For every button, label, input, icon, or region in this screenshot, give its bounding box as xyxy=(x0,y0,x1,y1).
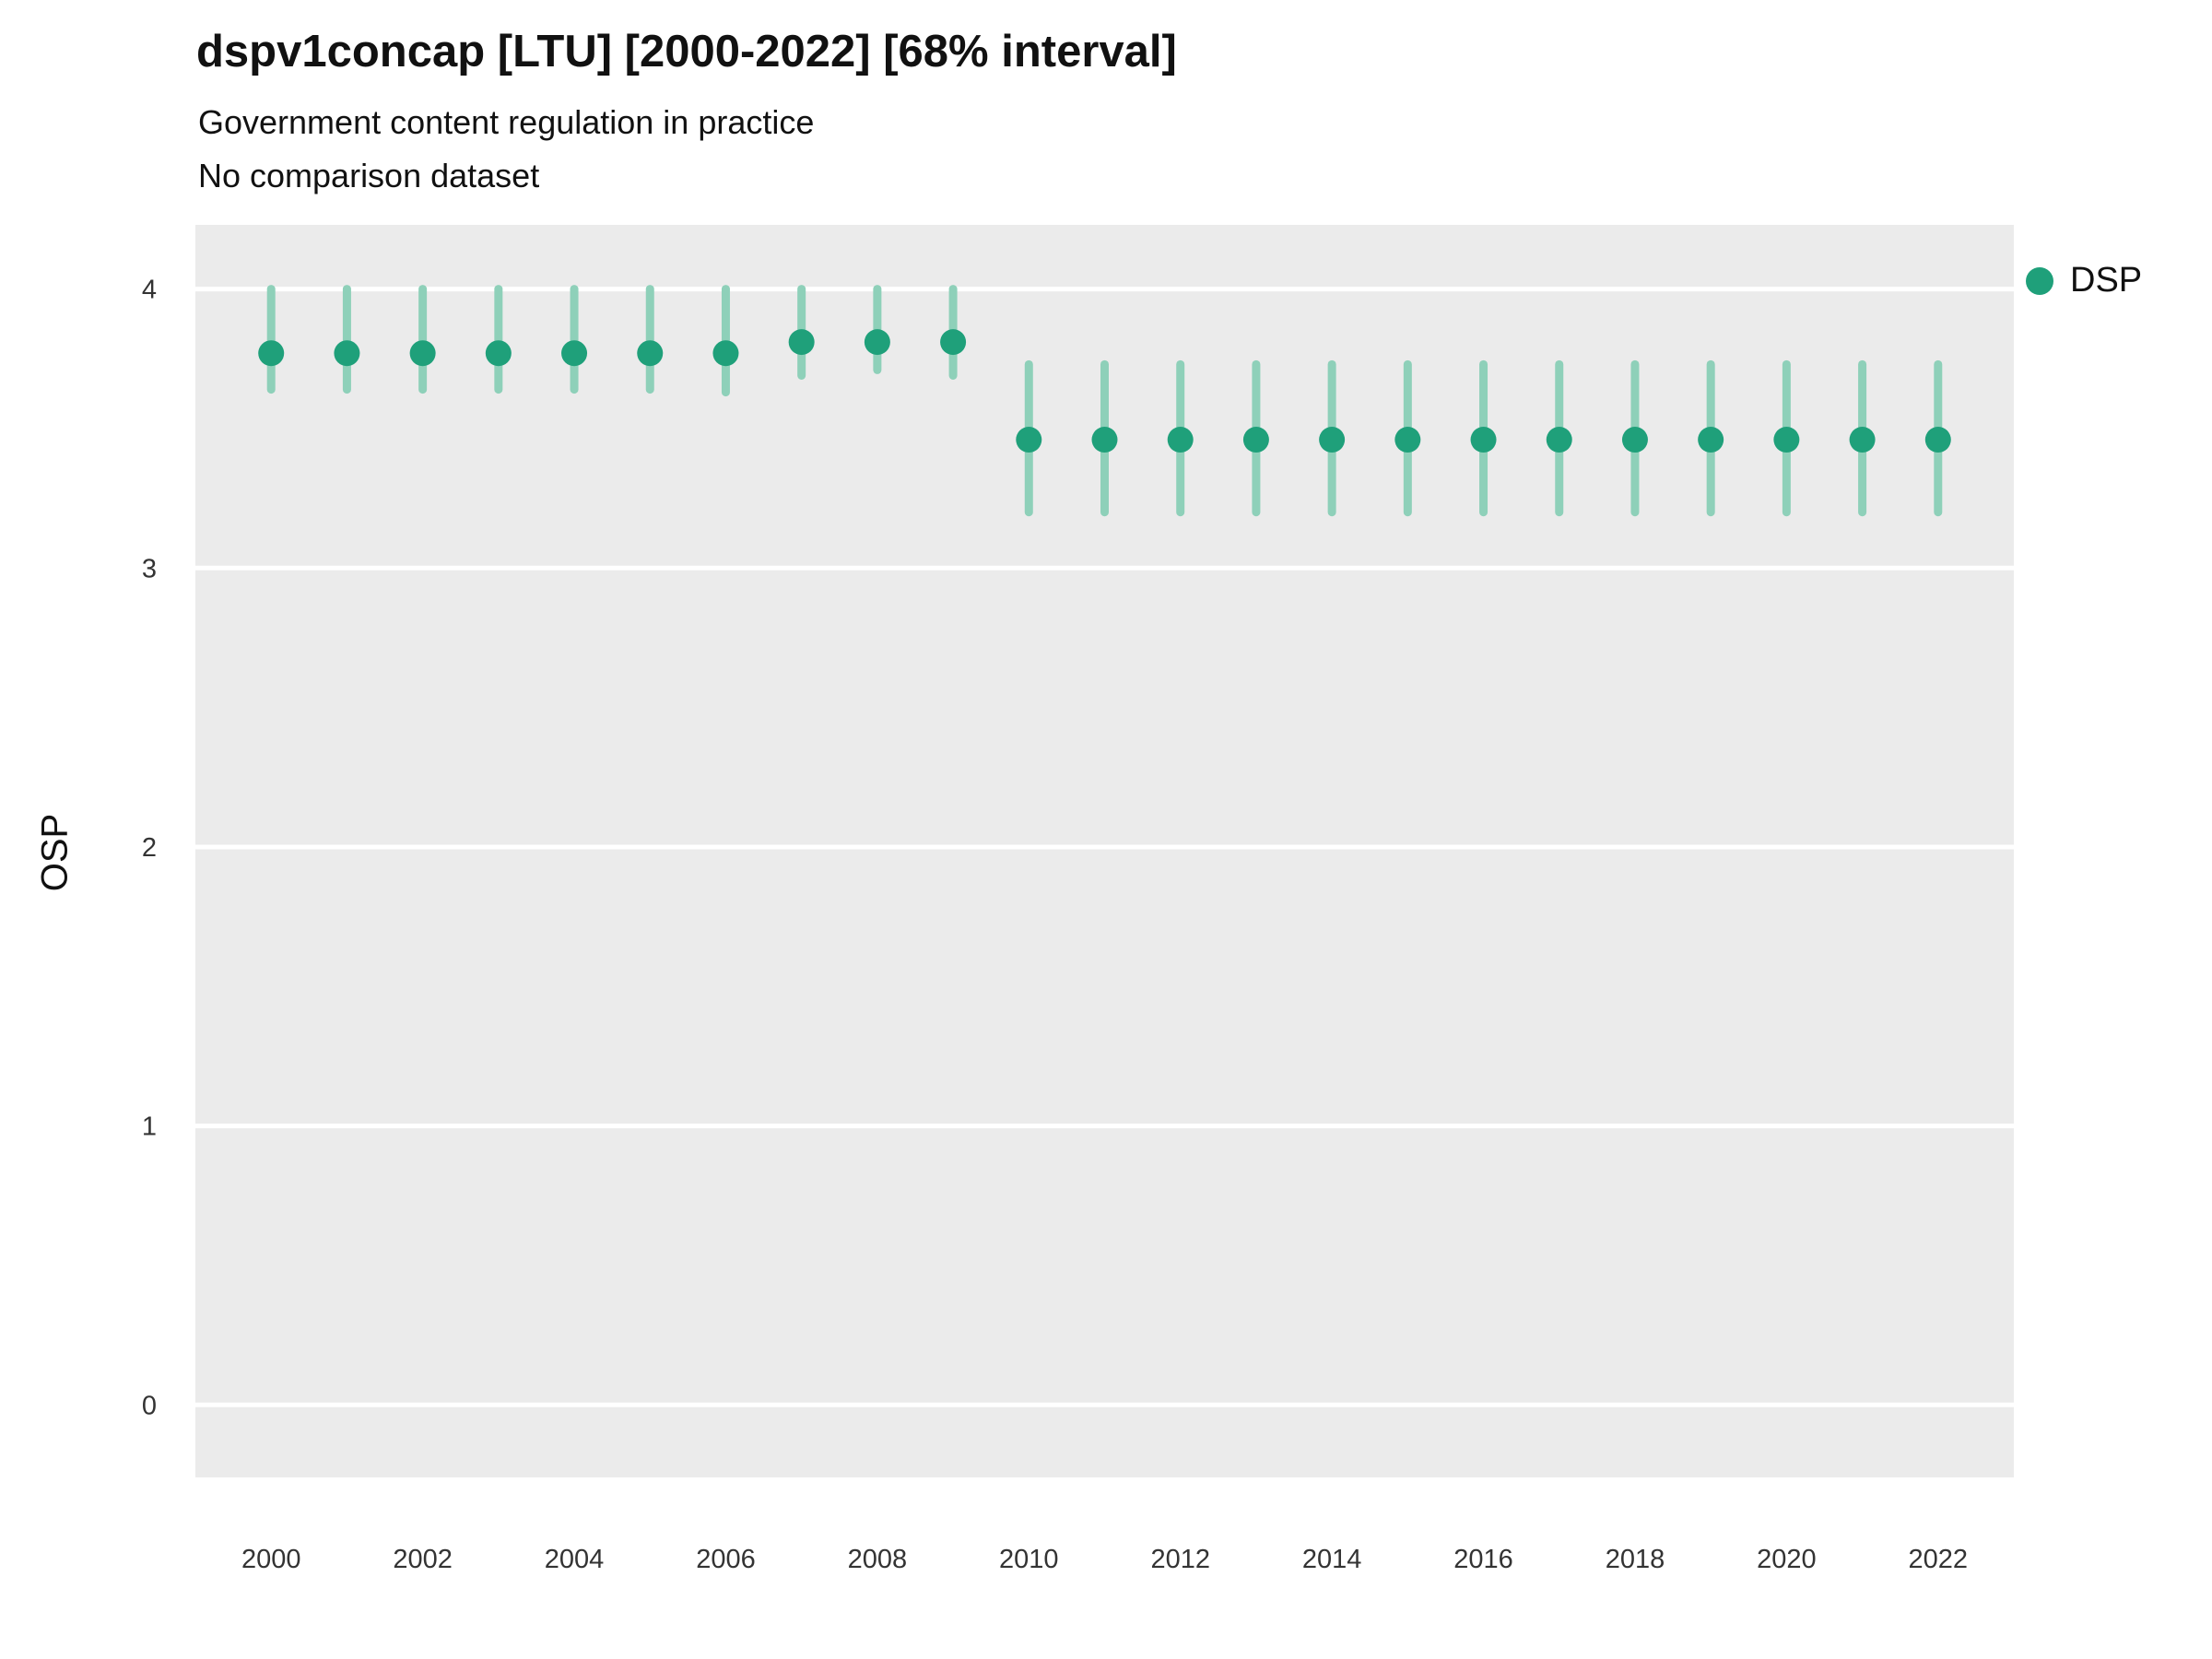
data-point xyxy=(1849,427,1876,453)
data-point xyxy=(561,340,588,367)
x-tick-label: 2022 xyxy=(1909,1545,1969,1574)
data-point xyxy=(409,340,436,367)
x-tick-label: 2018 xyxy=(1606,1545,1665,1574)
data-point xyxy=(1698,427,1724,453)
x-tick-label: 2016 xyxy=(1453,1545,1513,1574)
x-tick-label: 2000 xyxy=(241,1545,301,1574)
data-point xyxy=(1773,427,1800,453)
y-tick-label: 1 xyxy=(142,1112,157,1142)
y-tick-label: 3 xyxy=(142,554,157,583)
x-tick-label: 2020 xyxy=(1757,1545,1817,1574)
x-tick-label: 2012 xyxy=(1150,1545,1210,1574)
x-tick-label: 2010 xyxy=(999,1545,1059,1574)
data-point xyxy=(1621,427,1648,453)
chart-title: dspv1concap [LTU] [2000-2022] [68% inter… xyxy=(196,27,1177,76)
x-tick-label: 2014 xyxy=(1302,1545,1362,1574)
data-point xyxy=(334,340,360,367)
data-point xyxy=(940,329,967,356)
y-tick-label: 4 xyxy=(142,276,157,305)
data-point xyxy=(1470,427,1497,453)
data-point xyxy=(1016,427,1042,453)
data-point xyxy=(864,329,890,356)
chart-subtitle-2: No comparison dataset xyxy=(198,157,540,194)
chart-subtitle: Government content regulation in practic… xyxy=(198,103,815,141)
data-point xyxy=(1091,427,1118,453)
x-tick-label: 2004 xyxy=(545,1545,605,1574)
data-point xyxy=(788,329,815,356)
x-tick-label: 2002 xyxy=(393,1545,453,1574)
data-point xyxy=(1546,427,1572,453)
legend-dot-icon xyxy=(2026,266,2053,295)
y-tick-label: 0 xyxy=(142,1391,157,1420)
y-tick-label: 2 xyxy=(142,833,157,863)
x-tick-label: 2006 xyxy=(696,1545,756,1574)
data-point xyxy=(712,340,739,367)
legend-label: DSP xyxy=(2070,261,2143,300)
data-point xyxy=(1242,427,1269,453)
data-point xyxy=(1319,427,1346,453)
data-point xyxy=(1394,427,1421,453)
legend: DSP xyxy=(2026,261,2142,300)
data-point xyxy=(485,340,512,367)
data-point xyxy=(1167,427,1194,453)
x-tick-label: 2008 xyxy=(848,1545,908,1574)
data-point xyxy=(637,340,664,367)
data-point xyxy=(258,340,285,367)
data-point xyxy=(1924,427,1951,453)
